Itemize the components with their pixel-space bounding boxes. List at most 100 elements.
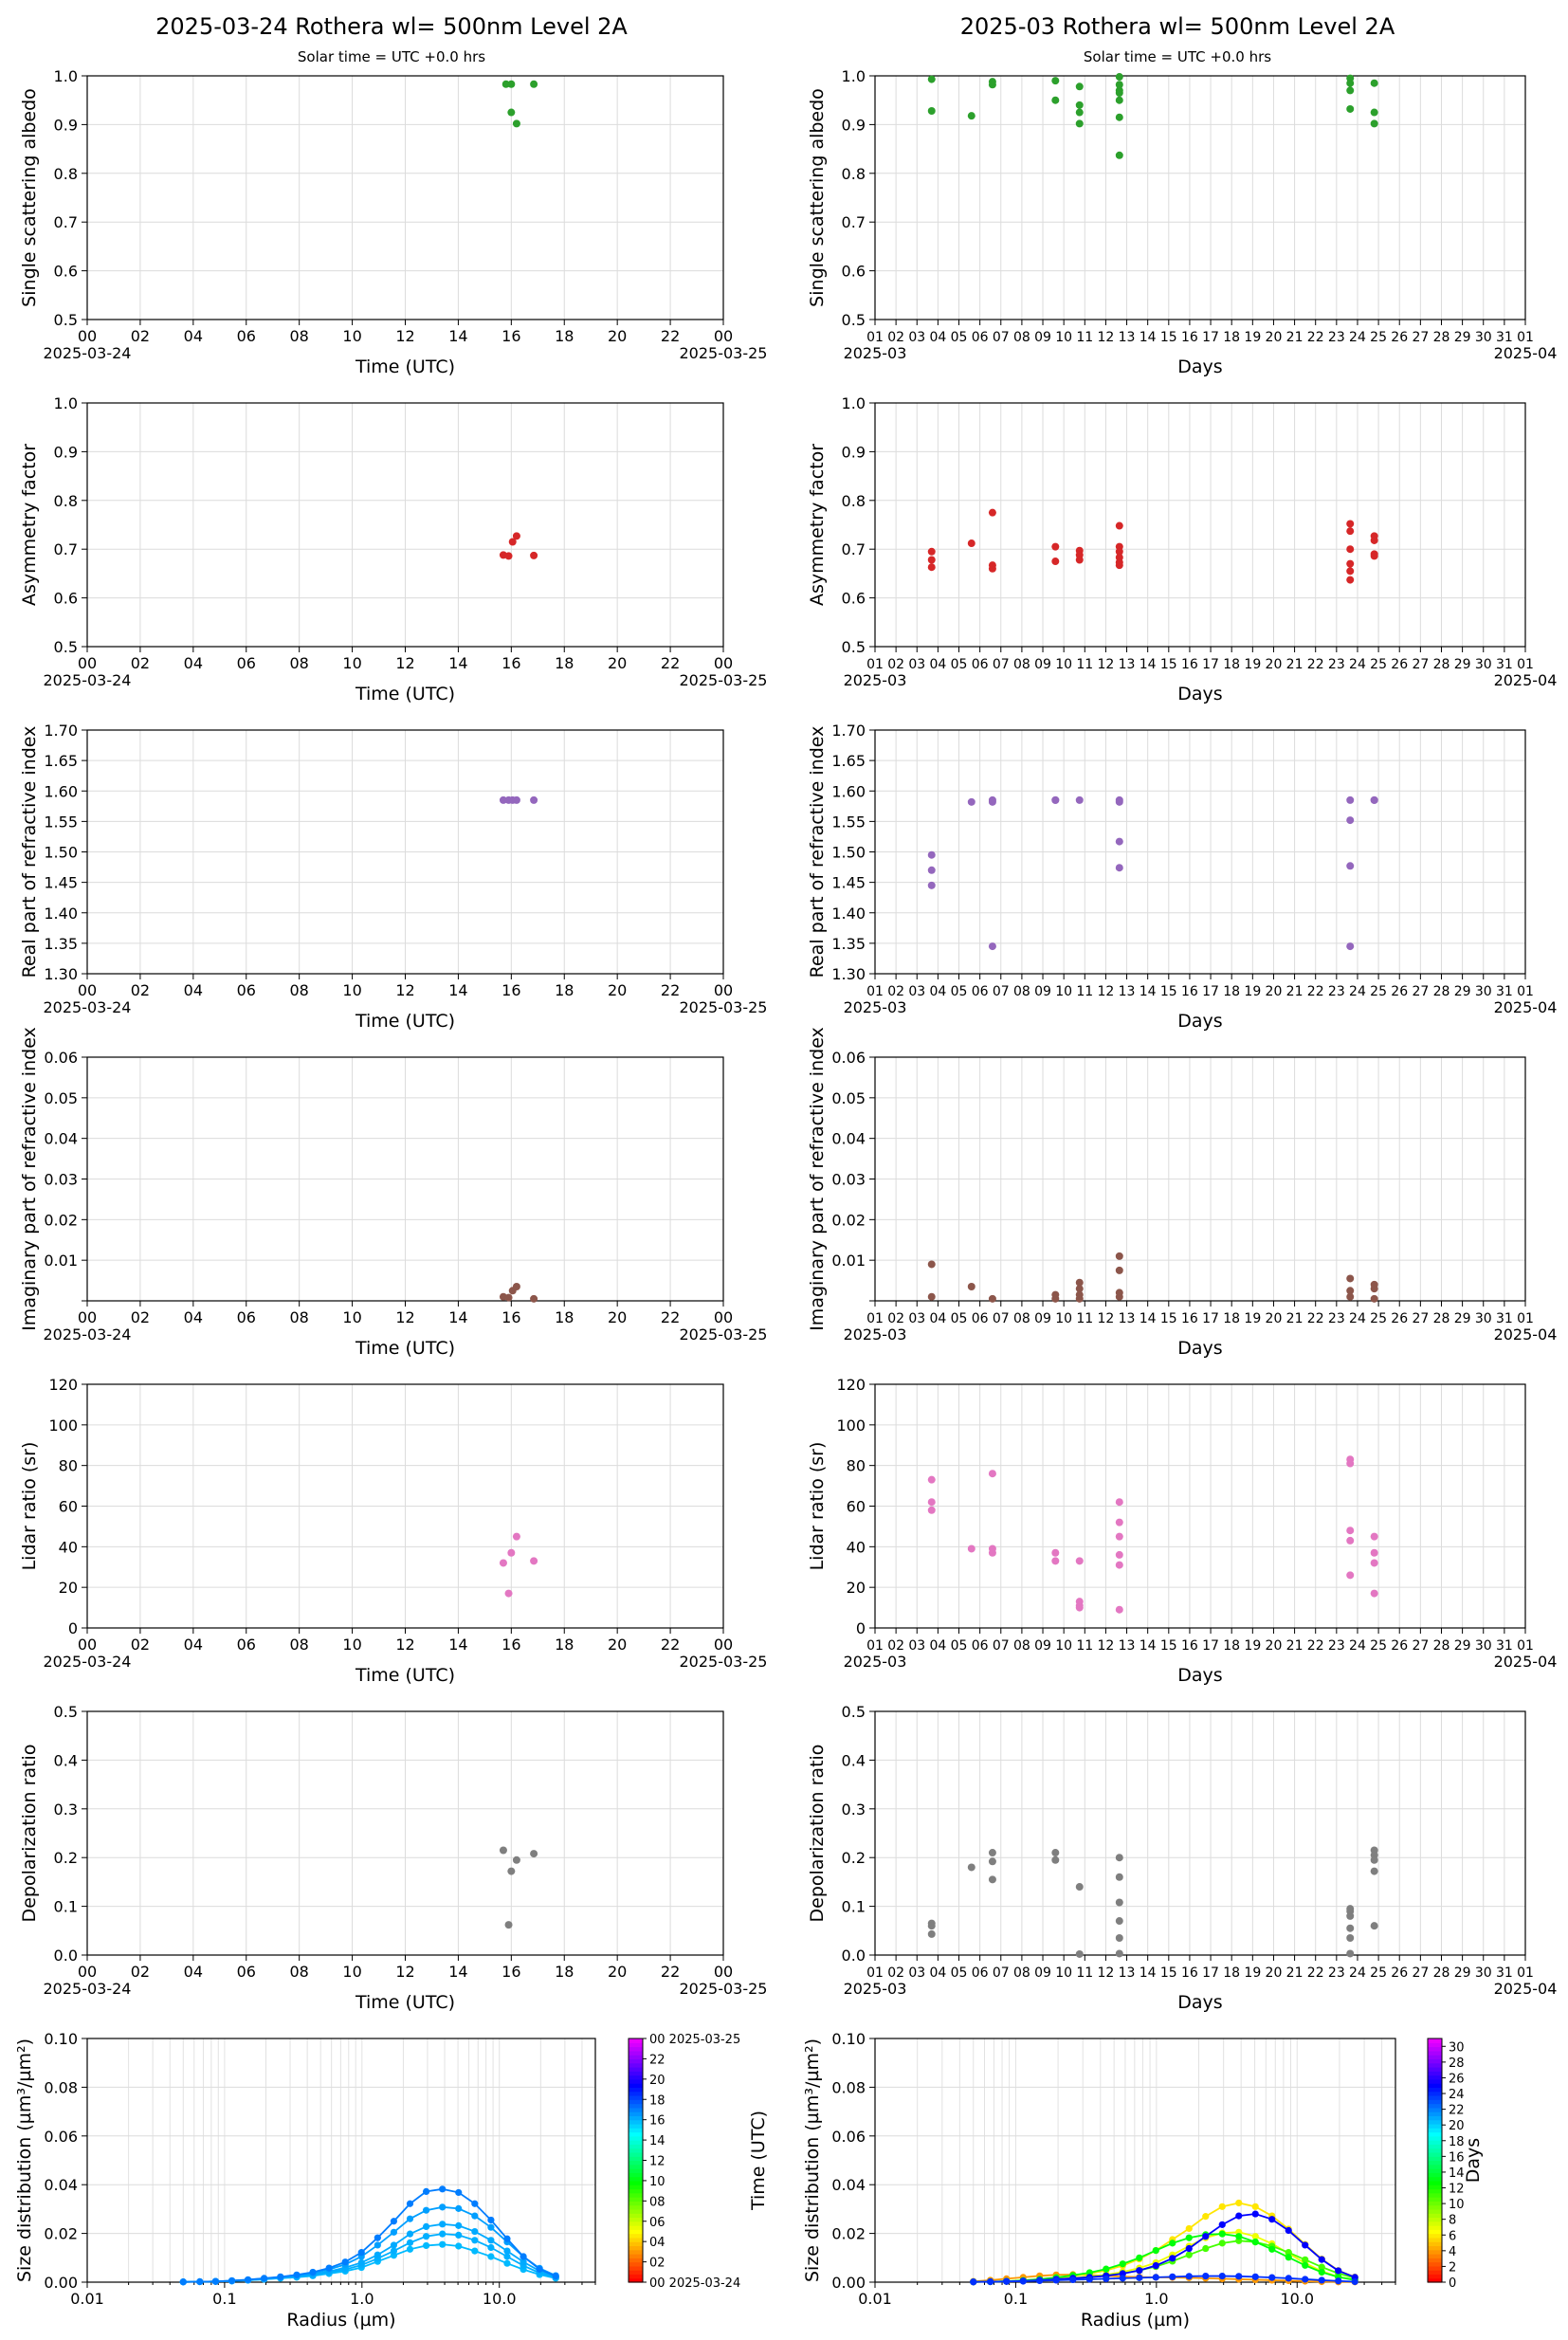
y-tick-label: 1.35 — [44, 935, 78, 953]
colorbar-segment — [1428, 2204, 1442, 2210]
y-tick-label: 0.05 — [831, 1089, 866, 1107]
x-tick-label: 12 — [1098, 1638, 1115, 1654]
colorbar-segment — [1428, 2091, 1442, 2096]
data-point — [1115, 73, 1123, 82]
data-point — [471, 2200, 479, 2207]
data-point — [530, 1850, 538, 1858]
data-point — [471, 2212, 479, 2220]
y-tick-label: 0.01 — [44, 1252, 78, 1270]
x-tick-label: 05 — [951, 1638, 968, 1654]
data-point — [987, 2277, 994, 2286]
colorbar-segment — [629, 2094, 643, 2100]
y-tick-label: 0.3 — [842, 1801, 866, 1819]
data-point — [1370, 795, 1378, 804]
colorbar-segment — [629, 2192, 643, 2198]
data-point — [1185, 2234, 1193, 2241]
colorbar-segment — [629, 2119, 643, 2125]
x-tick-label: 02 — [131, 654, 150, 672]
colorbar-segment — [1428, 2229, 1442, 2235]
colorbar-segment — [1428, 2201, 1442, 2206]
x-tick-label: 08 — [289, 654, 308, 672]
x-axis-label: Time (UTC) — [355, 1338, 455, 1359]
y-tick-label: 0.8 — [54, 165, 78, 183]
x-tick-label: 01 — [866, 330, 884, 345]
data-point — [1251, 2210, 1259, 2218]
data-point — [1346, 1911, 1355, 1920]
x-tick-label: 12 — [1098, 657, 1115, 672]
data-point — [1051, 558, 1060, 566]
colorbar-segment — [1428, 2075, 1442, 2080]
y-tick-label: 0.02 — [44, 1211, 78, 1229]
x-tick-label: 00 — [78, 654, 97, 672]
x-tick-label: 02 — [131, 1636, 150, 1654]
data-point — [512, 1532, 520, 1541]
x-tick-label: 06 — [972, 1638, 989, 1654]
colorbar-segment — [629, 2270, 643, 2276]
colorbar-segment — [629, 2258, 643, 2263]
data-point — [1051, 795, 1060, 804]
x-tick-label: 06 — [972, 657, 989, 672]
x-tick-label: 25 — [1370, 1311, 1387, 1326]
data-point — [261, 2275, 268, 2282]
x-tick-label: 10 — [342, 1636, 361, 1654]
x-tick-label: 25 — [1370, 657, 1387, 672]
colorbar-tick-label: 08 — [649, 2195, 665, 2209]
colorbar-segment — [629, 2188, 643, 2194]
x-tick-label: 27 — [1412, 984, 1429, 999]
data-point — [988, 508, 996, 517]
x-tick-label: 05 — [951, 657, 968, 672]
x-tick-label: 10 — [1055, 1965, 1072, 1981]
data-point — [499, 1846, 507, 1855]
colorbar-segment — [629, 2148, 643, 2153]
data-point — [325, 2264, 333, 2272]
x-tick-label: 16 — [501, 1636, 520, 1654]
x-tick-label: 06 — [972, 330, 989, 345]
colorbar-segment — [629, 2066, 643, 2072]
x-tick-label: 02 — [887, 1638, 904, 1654]
y-tick-label: 0.06 — [44, 1049, 78, 1067]
x-tick-label: 12 — [395, 327, 414, 345]
data-point — [1169, 2273, 1176, 2280]
data-point — [406, 2230, 414, 2238]
x-tick-label: 03 — [908, 330, 925, 345]
x-tick-label: 02 — [887, 657, 904, 672]
colorbar-segment — [629, 2197, 643, 2202]
x-tick-label: 30 — [1475, 1965, 1492, 1981]
data-point — [422, 2241, 430, 2250]
data-point — [967, 797, 975, 806]
x-tick-label: 20 — [608, 1308, 627, 1326]
x-tick-label: 12 — [1098, 1965, 1115, 1981]
y-tick-label: 1.0 — [842, 394, 866, 412]
x-start-date: 2025-03-24 — [44, 1980, 132, 1998]
data-point — [1318, 2276, 1325, 2284]
colorbar-tick-label: 02 — [649, 2257, 665, 2271]
x-tick-label: 01 — [1517, 984, 1534, 999]
data-point — [390, 2247, 398, 2255]
data-point — [1346, 1274, 1355, 1283]
data-point — [1351, 2277, 1358, 2286]
data-point — [530, 1557, 538, 1565]
panel-day-ssa: 00 02 04 06 08 10 12 14 16 18 20 22 000.50.60.70.80.… — [19, 67, 767, 377]
x-tick-label: 10 — [342, 981, 361, 999]
data-point — [504, 1293, 513, 1302]
x-tick-label: 00 — [714, 1636, 733, 1654]
x-tick-label: 02 — [887, 1311, 904, 1326]
data-point — [196, 2277, 204, 2286]
panel-day-lidar: 00 02 04 06 08 10 12 14 16 18 20 22 0002040608010012… — [19, 1376, 767, 1686]
x-tick-label: 01 — [1517, 1311, 1534, 1326]
data-point — [1251, 2233, 1259, 2240]
data-point — [1115, 1252, 1123, 1260]
x-tick-label: 04 — [184, 981, 203, 999]
data-point — [1370, 1589, 1378, 1598]
plot-frame — [874, 1383, 1526, 1629]
data-point — [988, 1470, 996, 1478]
y-tick-label: 0.0 — [842, 1947, 866, 1965]
colorbar-segment — [629, 2176, 643, 2182]
colorbar-segment — [1428, 2119, 1442, 2125]
x-tick-label: 17 — [1202, 657, 1219, 672]
data-point — [1251, 2203, 1259, 2210]
y-tick-label: 0 — [856, 1619, 866, 1637]
x-tick-label: 22 — [1307, 657, 1324, 672]
x-tick-label: 28 — [1433, 1638, 1450, 1654]
data-point — [1051, 77, 1060, 85]
